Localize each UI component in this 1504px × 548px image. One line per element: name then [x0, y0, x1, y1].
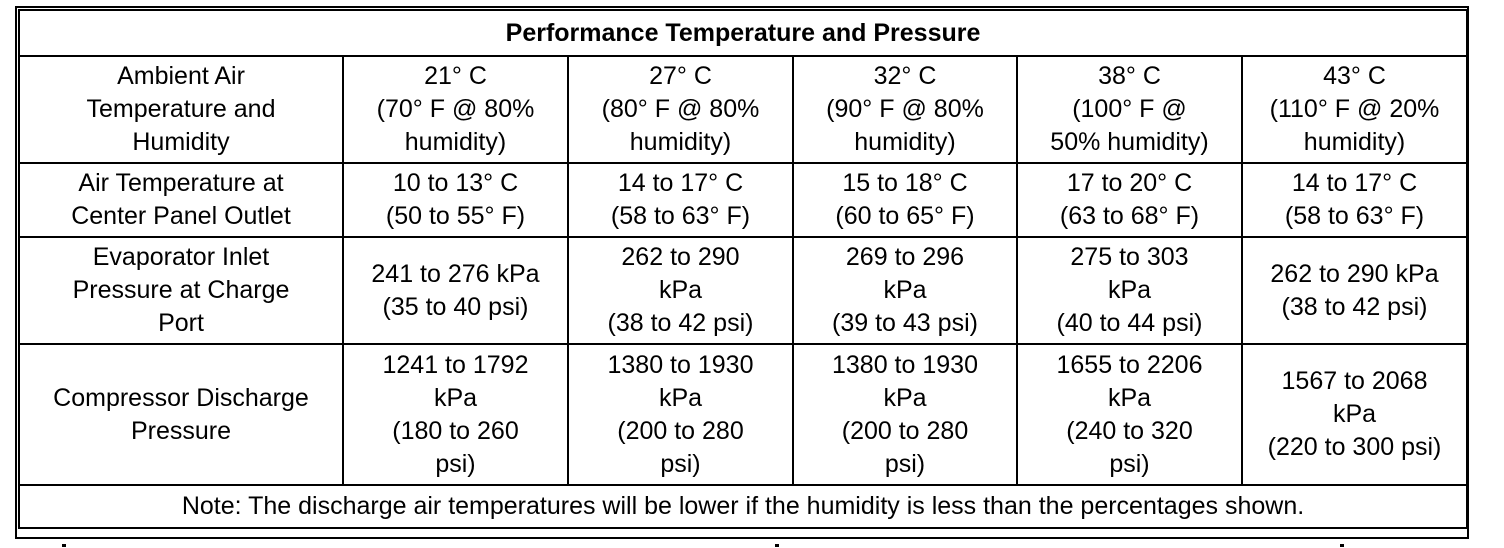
- table-cell: 275 to 303 kPa (40 to 44 psi): [1016, 236, 1243, 345]
- row-label: Ambient Air Temperature and Humidity: [18, 55, 344, 164]
- table-cell: 262 to 290 kPa (38 to 42 psi): [567, 236, 794, 345]
- table-cell: 17 to 20° C (63 to 68° F): [1016, 162, 1243, 238]
- table-cell: 1567 to 2068 kPa (220 to 300 psi): [1240, 343, 1469, 486]
- table-row-ambient: Ambient Air Temperature and Humidity 21°…: [18, 55, 1469, 164]
- title-row: Performance Temperature and Pressure: [17, 9, 1469, 57]
- table-note: Note: The discharge air temperatures wil…: [17, 484, 1469, 529]
- table-cell: 10 to 13° C (50 to 55° F): [342, 162, 569, 238]
- scan-mark: [775, 544, 779, 547]
- table-cell: 1655 to 2206 kPa (240 to 320 psi): [1016, 343, 1243, 486]
- table-row-air-temperature: Air Temperature at Center Panel Outlet 1…: [18, 162, 1469, 238]
- performance-table: Performance Temperature and Pressure Amb…: [17, 9, 1469, 529]
- row-label: Compressor Discharge Pressure: [18, 343, 344, 486]
- table-cell: 21° C (70° F @ 80% humidity): [342, 55, 569, 164]
- table-cell: 269 to 296 kPa (39 to 43 psi): [792, 236, 1018, 345]
- note-row: Note: The discharge air temperatures wil…: [17, 484, 1469, 529]
- table-cell: 38° C (100° F @ 50% humidity): [1016, 55, 1243, 164]
- table-cell: 241 to 276 kPa (35 to 40 psi): [342, 236, 569, 345]
- scan-mark: [62, 544, 66, 547]
- table-cell: 14 to 17° C (58 to 63° F): [1240, 162, 1469, 238]
- row-label: Air Temperature at Center Panel Outlet: [18, 162, 344, 238]
- table-cell: 27° C (80° F @ 80% humidity): [567, 55, 794, 164]
- table-cell: 32° C (90° F @ 80% humidity): [792, 55, 1018, 164]
- table-cell: 15 to 18° C (60 to 65° F): [792, 162, 1018, 238]
- table-cell: 43° C (110° F @ 20% humidity): [1240, 55, 1469, 164]
- table-cell: 262 to 290 kPa (38 to 42 psi): [1240, 236, 1469, 345]
- row-label: Evaporator Inlet Pressure at Charge Port: [18, 236, 344, 345]
- table-title: Performance Temperature and Pressure: [17, 9, 1469, 57]
- table-cell: 1241 to 1792 kPa (180 to 260 psi): [342, 343, 569, 486]
- scan-mark: [1340, 544, 1344, 547]
- table-cell: 14 to 17° C (58 to 63° F): [567, 162, 794, 238]
- table-row-evaporator-pressure: Evaporator Inlet Pressure at Charge Port…: [18, 236, 1469, 345]
- table-row-compressor-pressure: Compressor Discharge Pressure 1241 to 17…: [18, 343, 1469, 486]
- table-cell: 1380 to 1930 kPa (200 to 280 psi): [567, 343, 794, 486]
- table-cell: 1380 to 1930 kPa (200 to 280 psi): [792, 343, 1018, 486]
